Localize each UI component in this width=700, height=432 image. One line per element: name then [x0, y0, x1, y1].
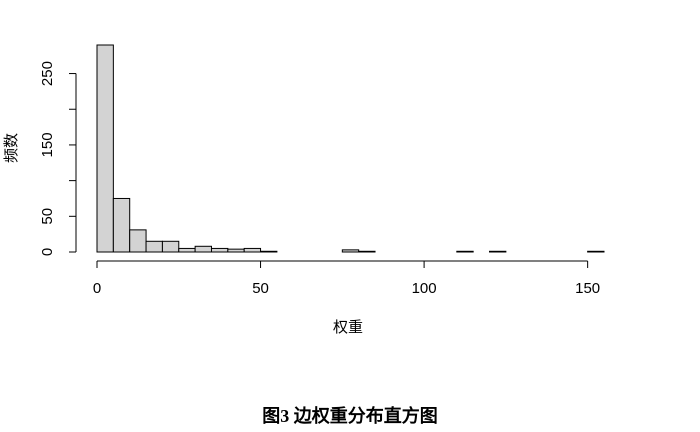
- x-tick-label: 0: [93, 280, 101, 297]
- histogram-bar: [587, 250, 605, 253]
- histogram-bar: [210, 247, 229, 253]
- histogram-bar: [341, 249, 360, 253]
- y-tick-label: 150: [39, 132, 56, 157]
- x-tick-label: 150: [575, 280, 600, 297]
- x-axis: 0 50 100 150: [93, 260, 600, 297]
- figure-caption: 图3 边权重分布直方图: [262, 406, 438, 426]
- histogram-bar: [358, 250, 376, 253]
- y-tick-label: 0: [39, 248, 56, 256]
- histogram-bar: [194, 245, 212, 253]
- histogram-bar: [227, 248, 245, 253]
- y-tick-label: 250: [39, 61, 56, 86]
- histogram-bar: [260, 250, 278, 253]
- histogram-bar: [178, 247, 196, 253]
- histogram-bar: [96, 44, 114, 253]
- x-tick-label: 50: [252, 280, 269, 297]
- x-tick-label: 100: [412, 280, 437, 297]
- histogram-bar: [161, 240, 180, 253]
- histogram-bar: [129, 229, 147, 253]
- histogram-bar: [489, 250, 507, 253]
- histogram-bar: [145, 240, 163, 253]
- y-axis-title: 频数: [3, 133, 20, 163]
- y-tick-label: 50: [39, 208, 56, 225]
- histogram-bar: [456, 250, 474, 253]
- histogram-bars: [96, 44, 605, 253]
- histogram-bar: [112, 197, 131, 253]
- histogram-bar: [243, 247, 262, 253]
- x-axis-title: 权重: [333, 319, 363, 336]
- y-axis: 0 50 150 250: [39, 61, 77, 256]
